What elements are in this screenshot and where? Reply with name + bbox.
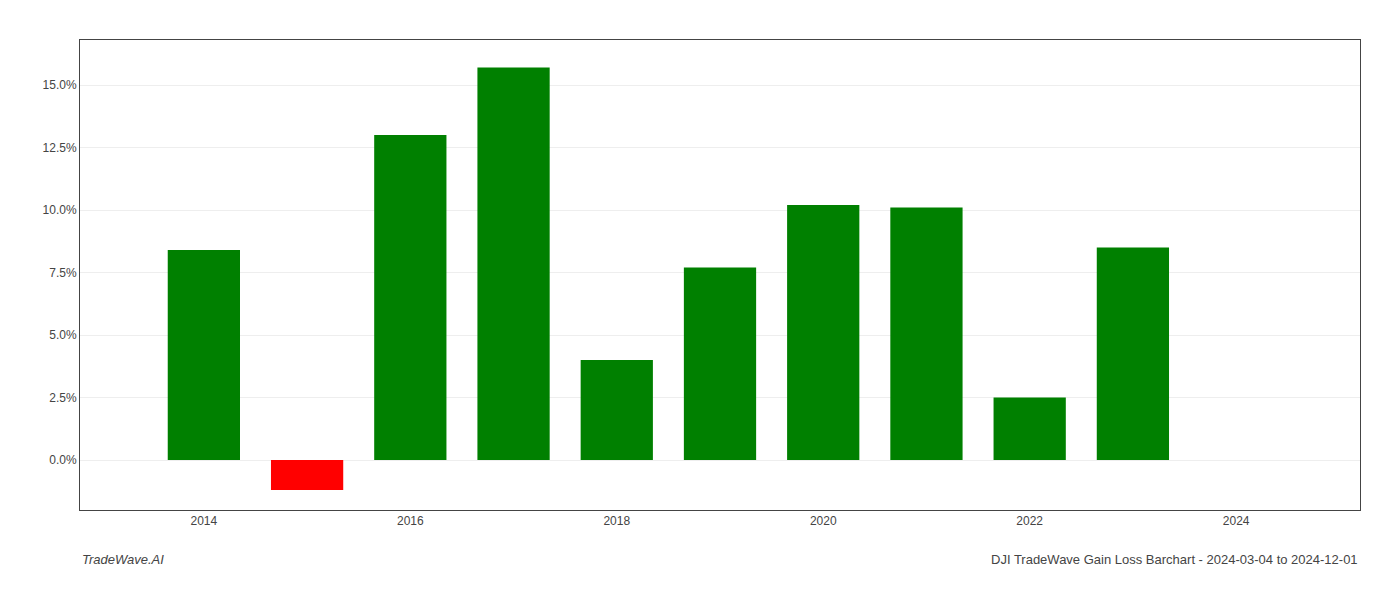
svg-text:2016: 2016 <box>397 514 424 528</box>
svg-text:0.0%: 0.0% <box>49 453 77 467</box>
svg-text:TradeWave.AI: TradeWave.AI <box>82 552 164 567</box>
svg-text:2024: 2024 <box>1223 514 1250 528</box>
svg-text:2.5%: 2.5% <box>49 391 77 405</box>
svg-text:2014: 2014 <box>191 514 218 528</box>
svg-text:12.5%: 12.5% <box>43 141 77 155</box>
svg-text:2018: 2018 <box>603 514 630 528</box>
svg-text:2020: 2020 <box>810 514 837 528</box>
svg-text:DJI TradeWave Gain Loss Barcha: DJI TradeWave Gain Loss Barchart - 2024-… <box>991 552 1358 567</box>
svg-text:2022: 2022 <box>1016 514 1043 528</box>
svg-text:10.0%: 10.0% <box>43 203 77 217</box>
svg-text:15.0%: 15.0% <box>43 78 77 92</box>
svg-text:5.0%: 5.0% <box>49 328 77 342</box>
svg-text:7.5%: 7.5% <box>49 266 77 280</box>
